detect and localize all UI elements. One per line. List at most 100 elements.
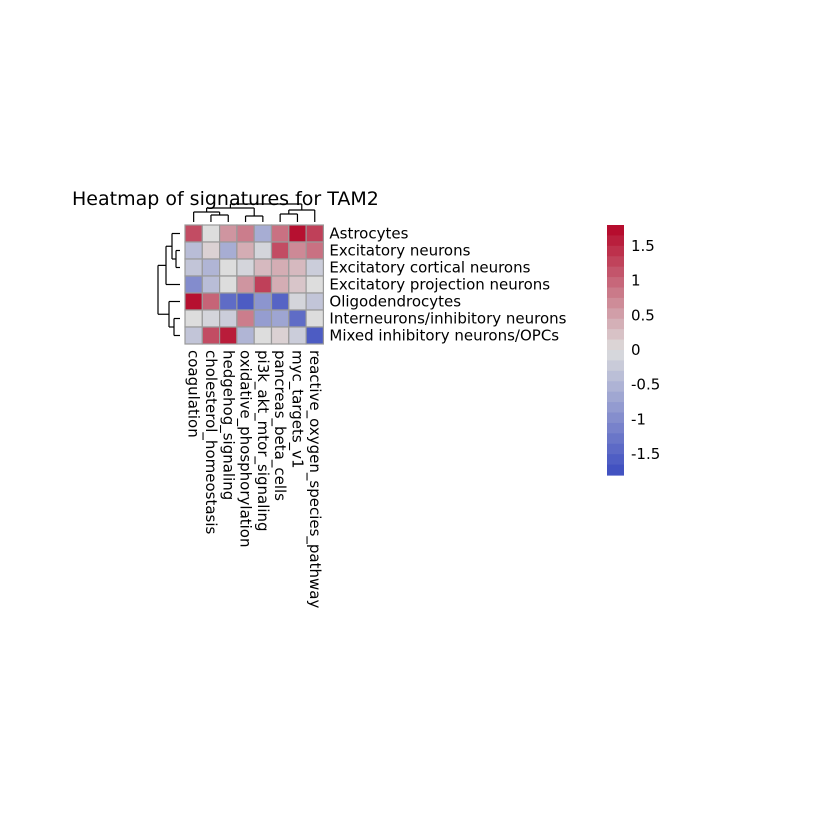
colorbar-segment [607,443,624,455]
row-label: Interneurons/inhibitory neurons [329,310,566,328]
heatmap-cell [201,292,221,311]
heatmap-cell [219,309,238,328]
colorbar-tick-label: 0 [631,341,641,359]
row-label: Excitatory projection neurons [329,276,550,294]
colorbar-segment [607,360,624,372]
heatmap-cell [288,326,307,345]
heatmap-cell [288,241,307,260]
colorbar-segment [607,256,624,268]
heatmap-cell [253,275,273,294]
heatmap-cell [201,275,221,294]
column-label: coagulation [185,350,203,438]
row-label: Mixed inhibitory neurons/OPCs [329,327,559,345]
heatmap-cell [305,292,325,311]
heatmap-cell [201,224,221,243]
heatmap-cell [270,258,290,277]
colorbar-segment [607,235,624,247]
heatmap-cell [236,309,255,328]
colorbar-segment [607,318,624,330]
heatmap-cell [270,241,290,260]
column-dendrogram [193,203,316,222]
column-label: pancreas_beta_cells [270,350,289,501]
heatmap-cell [236,275,255,294]
heatmap-cell [219,241,238,260]
colorbar-tick-label: -0.5 [631,376,660,394]
heatmap-cell [201,326,221,345]
colorbar-segment [607,329,624,341]
heatmap-cell [184,224,203,243]
column-label: cholesterol_homeostasis [201,350,220,535]
colorbar: 1.5 1 0.5 0 -0.5 -1 -1.5 [607,225,660,476]
colorbar-segment [607,245,624,257]
colorbar-segment [607,339,624,351]
heatmap-cell [305,258,325,277]
colorbar-segment [607,370,624,382]
colorbar-tick-label: -1 [631,410,646,428]
colorbar-segment [607,287,624,299]
heatmap-cell [184,241,203,260]
heatmap-cell [201,309,221,328]
heatmap-cell [184,309,203,328]
heatmap-cell [270,275,290,294]
column-labels: coagulation cholesterol_homeostasis hedgeh… [185,350,324,608]
heatmap-cell [253,309,273,328]
colorbar-segment [607,402,624,414]
heatmap-cell [219,258,238,277]
heatmap-cell [288,292,307,311]
colorbar-segment [607,308,624,320]
row-label: Oligodendrocytes [329,293,461,311]
chart-title: Heatmap of signatures for TAM2 [72,188,379,210]
colorbar-tick-label: 0.5 [631,306,655,324]
heatmap-cell [305,309,325,328]
heatmap-cell [236,292,255,311]
row-dendrogram [157,232,180,337]
colorbar-segment [607,297,624,309]
colorbar-segment [607,225,624,237]
colorbar-segment [607,422,624,434]
heatmap-cell [270,309,290,328]
column-label: hedgehog_signaling [218,350,237,500]
colorbar-tick-label: 1.5 [631,237,655,255]
heatmap-cell [305,241,325,260]
heatmap-cell [305,275,325,294]
heatmap-cell [253,326,273,345]
heatmap-cell [270,224,290,243]
column-label: reactive_oxygen_species_pathway [305,350,324,608]
heatmap-cell [253,224,273,243]
colorbar-segment [607,350,624,362]
column-label: oxidative_phosphorylation [236,350,255,548]
row-label: Astrocytes [329,225,408,243]
column-label: myc_targets_v1 [287,350,306,469]
heatmap-cell [305,326,325,345]
heatmap-cell [253,292,273,311]
heatmap-cells [184,224,325,345]
colorbar-tick-label: 1 [631,272,641,290]
heatmap-cell [184,326,203,345]
heatmap-cell [184,275,203,294]
heatmap-cell [236,258,255,277]
column-label: pi3k_akt_mtor_signaling [253,350,272,532]
heatmap-cell [288,275,307,294]
heatmap-cell [219,275,238,294]
colorbar-segment [607,454,624,466]
colorbar-tick-label: -1.5 [631,445,660,463]
heatmap-cell [236,224,255,243]
heatmap-cell [184,292,203,311]
heatmap-cell [184,258,203,277]
colorbar-segment [607,433,624,445]
heatmap-cell [288,258,307,277]
colorbar-segment [607,412,624,424]
heatmap-cell [201,258,221,277]
heatmap-cell [270,292,290,311]
heatmap-cell [253,258,273,277]
colorbar-segment [607,266,624,278]
colorbar-segment [607,464,624,476]
heatmap-cell [236,241,255,260]
heatmap-cell [288,224,307,243]
colorbar-segment [607,277,624,289]
heatmap-cell [219,326,238,345]
heatmap-cell [201,241,221,260]
row-label: Excitatory neurons [329,242,470,260]
